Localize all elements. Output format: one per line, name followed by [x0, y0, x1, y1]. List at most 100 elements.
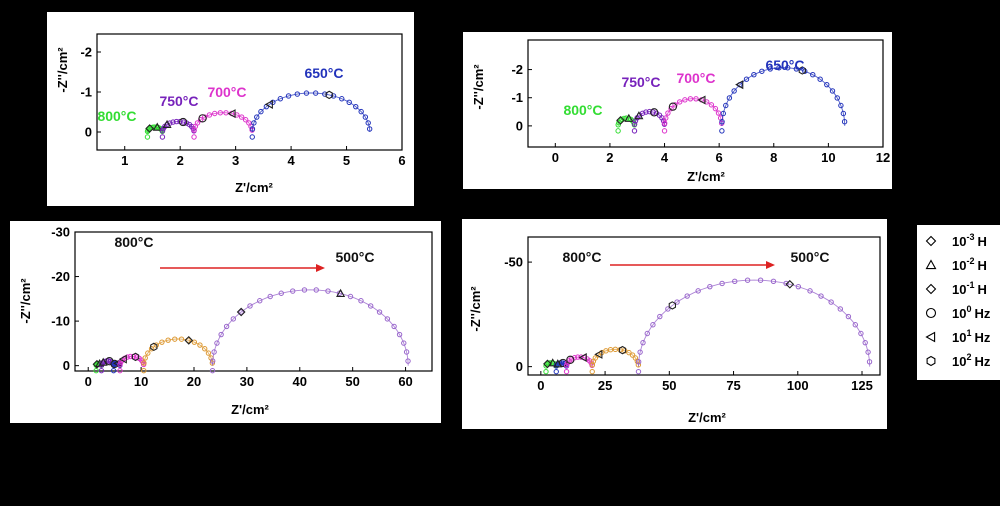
frequency-marker [543, 359, 552, 369]
data-point [209, 358, 216, 364]
data-point [339, 96, 345, 102]
chart-b-svg: 0 2 4 6 8 10 12 -2 -1 0 Z'/cm² -Z''/cm² 800°C 750°C 70… [471, 39, 890, 184]
data-point [635, 359, 642, 365]
data-point [230, 316, 237, 322]
data-point [396, 331, 403, 338]
data-point [330, 93, 337, 99]
data-point [254, 114, 260, 120]
x-tick-label: 50 [662, 378, 676, 393]
data-point [672, 102, 678, 108]
chart-panel-c: 0 10 20 30 40 50 60 -30 -20 -10 0 Z'/cm² -Z''/cm² 800… [10, 221, 441, 423]
data-point [165, 337, 171, 343]
data-point [366, 126, 373, 132]
legend-svg: 10-3 H 10-2 H 10-1 H 100 Hz 101 Hz 102 Hz [925, 232, 991, 369]
data-point [840, 110, 847, 117]
fit-line [721, 67, 846, 126]
data-point [294, 91, 301, 97]
frequency-marker [634, 111, 644, 120]
y-tick-label: -2 [80, 45, 92, 60]
data-point [845, 313, 852, 320]
chart-panel-a: 1 2 3 4 5 6 -2 -1 0 Z'/cm² -Z''/cm² 800°C 750°C 700°C… [47, 12, 414, 206]
plot-frame [527, 39, 884, 148]
data-point [124, 354, 131, 360]
data-point [852, 322, 858, 328]
data-point [251, 120, 257, 126]
data-point [205, 350, 212, 356]
data-point [631, 128, 638, 134]
legend-label: 101 Hz [952, 328, 991, 345]
data-point [834, 95, 840, 101]
temperature-label: 750°C [159, 93, 198, 109]
series-650°C [117, 352, 147, 374]
frequency-marker [152, 122, 162, 131]
data-point [391, 323, 397, 330]
plot-frame [74, 231, 433, 372]
temperature-label: 800°C [97, 108, 136, 124]
data-point [838, 102, 844, 109]
temperature-label: 500°C [790, 249, 829, 265]
data-point [661, 120, 668, 126]
x-tick-label: 30 [240, 374, 254, 389]
y-tick-label: 0 [85, 125, 92, 140]
data-point [211, 349, 217, 355]
data-point [191, 134, 197, 140]
x-tick-label: 1 [121, 153, 128, 168]
data-point [726, 95, 733, 101]
data-point [218, 331, 224, 338]
temperature-label: 800°C [562, 249, 601, 265]
data-point [626, 349, 632, 356]
fit-line [664, 98, 723, 126]
data-point [637, 349, 643, 355]
data-point [793, 66, 800, 72]
data-point [353, 103, 359, 110]
legend-label: 10-3 H [952, 232, 987, 249]
data-point [325, 288, 331, 294]
data-point [695, 288, 701, 294]
frequency-marker [735, 80, 744, 90]
data-point [145, 350, 151, 356]
frequency-marker [697, 95, 706, 105]
data-point [866, 359, 873, 365]
data-point [719, 280, 725, 287]
y-tick-label: -30 [51, 225, 70, 240]
x-tick-label: 20 [187, 374, 201, 389]
x-tick-label: 10 [821, 150, 835, 165]
frequency-marker [118, 354, 127, 364]
data-point [238, 114, 245, 120]
temperature-label: 700°C [676, 70, 715, 86]
data-point [682, 97, 688, 103]
data-point [242, 117, 249, 123]
data-point [807, 288, 813, 294]
x-axis-label: Z'/cm² [231, 402, 269, 417]
data-point [810, 72, 816, 78]
frequency-marker [236, 307, 246, 317]
data-point [249, 126, 256, 132]
data-point [358, 298, 364, 304]
frequency-marker [325, 90, 333, 100]
x-tick-label: 8 [770, 150, 777, 165]
legend-marker-hexagon [926, 355, 936, 367]
x-tick-label: 0 [85, 374, 92, 389]
data-point [708, 102, 715, 108]
temperature-label: 650°C [765, 57, 804, 73]
fit-line [193, 112, 253, 133]
data-point [180, 119, 187, 125]
series-600°C [141, 335, 216, 374]
legend-marker-diamond [925, 283, 937, 295]
frequency-marker [264, 99, 273, 109]
data-point [249, 134, 255, 140]
data-point [615, 128, 621, 134]
data-point [313, 287, 319, 293]
x-tick-label: 40 [293, 374, 307, 389]
data-point [757, 277, 764, 283]
data-point [172, 336, 178, 342]
x-axis-label: Z'/cm² [688, 410, 726, 425]
data-point [759, 68, 765, 74]
frequency-marker [798, 66, 806, 75]
data-point [117, 361, 123, 368]
y-tick-label: 0 [516, 359, 523, 374]
y-tick-label: -10 [51, 314, 70, 329]
frequency-marker [105, 357, 114, 366]
frequency-marker [594, 349, 603, 359]
trend-arrow-head [316, 264, 325, 272]
